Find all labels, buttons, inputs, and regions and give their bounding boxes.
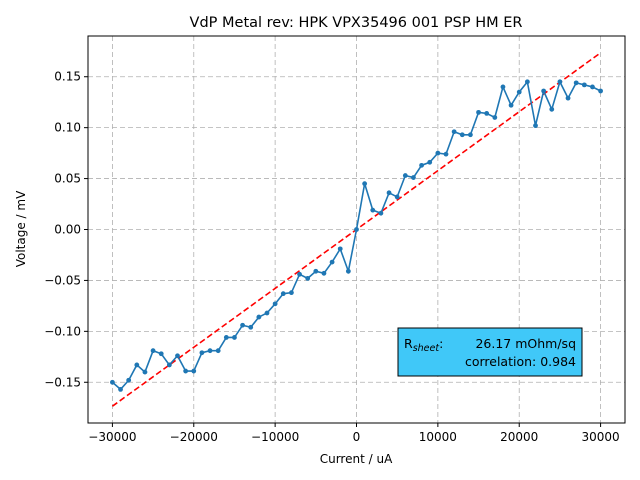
data-point bbox=[435, 150, 441, 156]
x-tick-label: 10000 bbox=[419, 430, 457, 444]
y-tick-label: 0.05 bbox=[54, 172, 81, 186]
data-point bbox=[362, 181, 368, 187]
x-tick-label: 0 bbox=[353, 430, 361, 444]
grid bbox=[88, 36, 625, 423]
data-point bbox=[264, 310, 270, 316]
x-tick-label: −10000 bbox=[251, 430, 299, 444]
data-point bbox=[468, 132, 473, 138]
data-point bbox=[142, 369, 148, 375]
data-point bbox=[394, 194, 400, 200]
data-point bbox=[541, 88, 547, 94]
ticks: −30000 −20000 −10000 0 10000 20000 30000 −0.15 −… bbox=[44, 70, 619, 444]
data-point bbox=[370, 207, 376, 213]
data-point bbox=[427, 159, 433, 165]
data-point bbox=[354, 227, 359, 232]
annotation-background bbox=[397, 327, 583, 377]
data-point bbox=[134, 362, 140, 368]
data-point bbox=[150, 348, 156, 354]
data-point bbox=[557, 79, 563, 85]
data-point bbox=[476, 109, 481, 115]
data-point bbox=[345, 268, 351, 274]
data-point bbox=[419, 162, 424, 168]
data-point bbox=[126, 377, 132, 383]
data-point bbox=[305, 275, 311, 281]
data-point bbox=[581, 82, 587, 88]
x-tick-label: 20000 bbox=[500, 430, 538, 444]
data-point bbox=[500, 84, 506, 90]
y-tick-label: −0.05 bbox=[44, 273, 81, 287]
data-point bbox=[443, 151, 449, 157]
data-point bbox=[166, 362, 172, 368]
data-point bbox=[411, 175, 416, 180]
rsheet-label: Rsheet: bbox=[404, 336, 443, 354]
data-point bbox=[516, 89, 522, 95]
data-point bbox=[329, 259, 335, 265]
rsheet-value: 26.17 mOhm/sq bbox=[475, 336, 576, 351]
data-point bbox=[459, 132, 465, 138]
data-point bbox=[158, 351, 164, 357]
series-layer bbox=[110, 52, 603, 407]
data-point bbox=[508, 102, 514, 108]
data-point bbox=[590, 84, 595, 90]
data-point bbox=[492, 115, 498, 120]
y-tick-label: 0.10 bbox=[54, 121, 81, 135]
data-point bbox=[280, 291, 286, 297]
data-point bbox=[402, 173, 408, 178]
x-axis-label: Current / uA bbox=[320, 452, 393, 466]
data-point bbox=[183, 368, 189, 374]
correlation-value: correlation: 0.984 bbox=[465, 354, 576, 369]
data-point bbox=[549, 106, 555, 112]
data-point bbox=[533, 123, 538, 129]
data-point bbox=[337, 246, 343, 252]
data-point bbox=[207, 348, 213, 354]
chart-title: VdP Metal rev: HPK VPX35496 001 PSP HM E… bbox=[190, 15, 523, 31]
data-point bbox=[118, 386, 123, 392]
data-point bbox=[386, 190, 392, 196]
x-tick-label: −20000 bbox=[170, 430, 218, 444]
data-point bbox=[451, 129, 457, 135]
data-point bbox=[199, 350, 205, 356]
data-point bbox=[240, 322, 245, 328]
data-point bbox=[565, 95, 571, 101]
data-point bbox=[175, 353, 180, 359]
data-point bbox=[232, 335, 237, 340]
annotation-box: Rsheet: 26.17 mOhm/sq correlation: 0.984 bbox=[397, 327, 583, 377]
data-point bbox=[110, 379, 115, 385]
y-tick-label: 0.00 bbox=[54, 223, 81, 237]
data-point bbox=[223, 335, 229, 340]
data-point bbox=[297, 271, 302, 277]
rsheet-suffix: : bbox=[439, 336, 443, 351]
data-point bbox=[524, 79, 530, 85]
y-tick-label: 0.15 bbox=[54, 70, 81, 84]
data-point bbox=[248, 324, 254, 330]
data-point bbox=[484, 111, 490, 116]
x-tick-label: −30000 bbox=[88, 430, 136, 444]
data-point bbox=[215, 348, 221, 354]
x-tick-label: 30000 bbox=[581, 430, 619, 444]
rsheet-subscript: sheet bbox=[413, 343, 441, 354]
data-point bbox=[191, 368, 197, 374]
rsheet-prefix: R bbox=[404, 336, 413, 351]
data-point bbox=[256, 314, 262, 320]
data-point bbox=[289, 290, 294, 296]
data-point bbox=[378, 210, 384, 216]
data-point bbox=[598, 88, 603, 94]
data-point bbox=[272, 301, 278, 307]
data-point bbox=[313, 268, 319, 274]
y-tick-label: −0.15 bbox=[44, 375, 81, 389]
data-point bbox=[321, 270, 327, 276]
y-tick-label: −0.10 bbox=[44, 324, 81, 338]
data-point bbox=[573, 80, 579, 86]
y-axis-label: Voltage / mV bbox=[14, 190, 28, 267]
